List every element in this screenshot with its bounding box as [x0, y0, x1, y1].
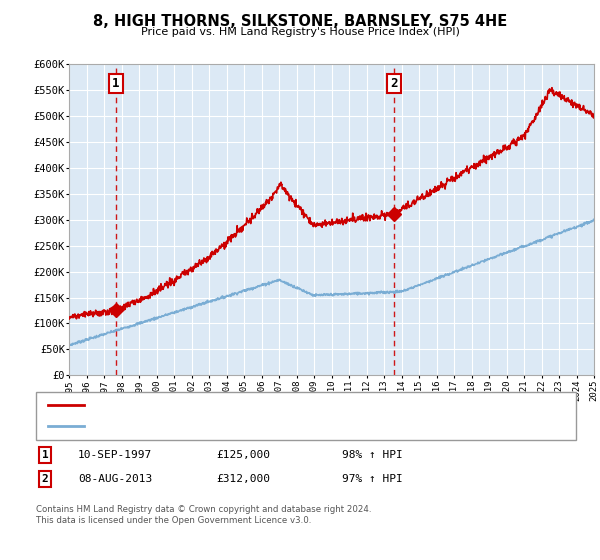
Text: 98% ↑ HPI: 98% ↑ HPI [342, 450, 403, 460]
Text: 8, HIGH THORNS, SILKSTONE, BARNSLEY, S75 4HE (detached house): 8, HIGH THORNS, SILKSTONE, BARNSLEY, S75… [90, 400, 427, 410]
Text: £312,000: £312,000 [216, 474, 270, 484]
Text: 97% ↑ HPI: 97% ↑ HPI [342, 474, 403, 484]
Text: 1: 1 [41, 450, 49, 460]
Text: 2: 2 [41, 474, 49, 484]
Text: Contains HM Land Registry data © Crown copyright and database right 2024.
This d: Contains HM Land Registry data © Crown c… [36, 505, 371, 525]
Text: 2: 2 [391, 77, 398, 90]
Text: 1: 1 [112, 77, 120, 90]
Text: Price paid vs. HM Land Registry's House Price Index (HPI): Price paid vs. HM Land Registry's House … [140, 27, 460, 37]
Text: 10-SEP-1997: 10-SEP-1997 [78, 450, 152, 460]
Text: 08-AUG-2013: 08-AUG-2013 [78, 474, 152, 484]
Text: HPI: Average price, detached house, Barnsley: HPI: Average price, detached house, Barn… [90, 421, 313, 431]
Text: £125,000: £125,000 [216, 450, 270, 460]
Text: 8, HIGH THORNS, SILKSTONE, BARNSLEY, S75 4HE: 8, HIGH THORNS, SILKSTONE, BARNSLEY, S75… [93, 14, 507, 29]
